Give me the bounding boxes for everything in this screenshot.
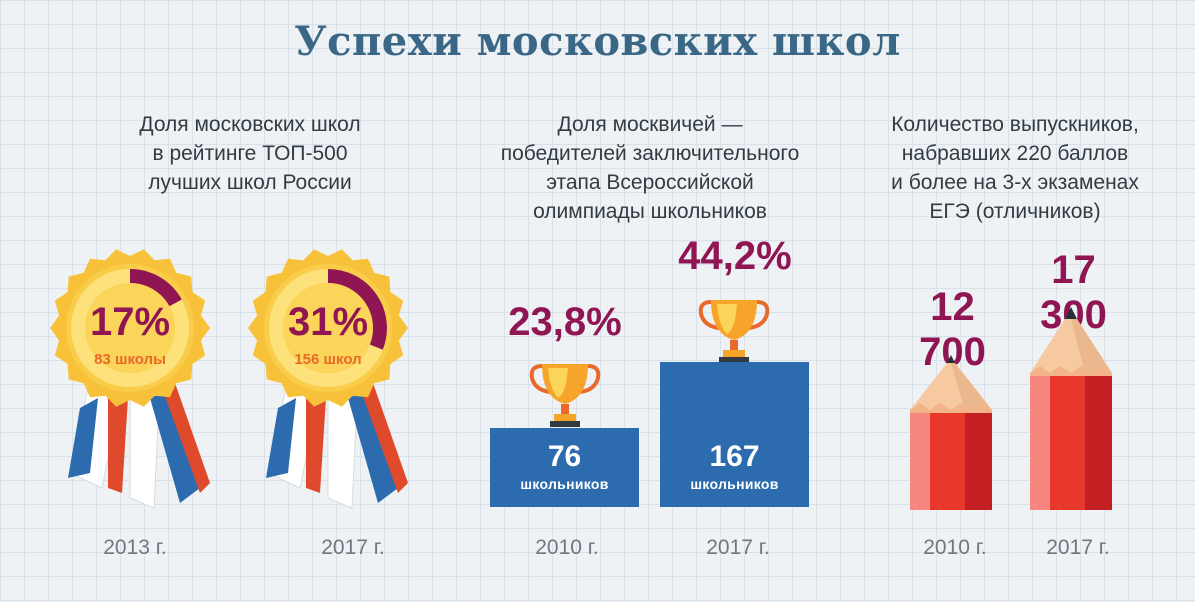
- podium-bar-2010: 76 школьников: [490, 428, 639, 507]
- year-label: 2010 г.: [923, 536, 987, 559]
- year-label: 2017 г.: [706, 536, 770, 559]
- ribbon-blue: [150, 388, 200, 503]
- medal-count: 156 школ: [294, 351, 362, 368]
- caption-line: и более на 3-х экзаменах: [891, 171, 1139, 194]
- medal-percent: 31%: [287, 300, 369, 344]
- trophy-icon: [698, 300, 770, 363]
- medal-percent: 17%: [89, 300, 171, 344]
- year-label: 2013 г.: [103, 536, 167, 559]
- caption-line: Доля московских школ: [139, 113, 361, 136]
- year-label: 2010 г.: [535, 536, 599, 559]
- section-3-caption: Количество выпускников, набравших 220 ба…: [860, 110, 1170, 226]
- section-1-caption: Доля московских школ в рейтинге ТОП-500 …: [80, 110, 420, 197]
- pencil-bar-2017: [1030, 307, 1112, 510]
- caption-line: лучших школ России: [148, 171, 352, 194]
- value-label-2010-olympiad: 23,8%: [508, 300, 622, 344]
- medal-center: [283, 283, 373, 373]
- caption-line: Доля москвичей —: [557, 113, 743, 136]
- ribbon-blue: [348, 388, 398, 503]
- medal-count: 83 школы: [94, 351, 166, 368]
- progress-arc: [327, 269, 387, 350]
- caption-line: набравших 220 баллов: [901, 142, 1129, 165]
- ribbon-red: [108, 398, 128, 493]
- medal-center: [85, 283, 175, 373]
- ribbon-red: [360, 383, 408, 493]
- podium-count-label: школьников: [690, 476, 779, 492]
- year-label: 2017 г.: [321, 536, 385, 559]
- podium-count-label: школьников: [520, 476, 609, 492]
- medal-graphic: [50, 249, 210, 509]
- ribbon-red: [306, 398, 326, 493]
- podium-bar-2017: 167 школьников: [660, 362, 809, 507]
- caption-line: ЕГЭ (отличников): [929, 200, 1101, 223]
- progress-arc: [129, 268, 182, 307]
- section-2-caption: Доля москвичей — победителей заключитель…: [470, 110, 830, 226]
- caption-line: победителей заключительного: [500, 142, 800, 165]
- year-label: 2017 г.: [1046, 536, 1110, 559]
- ribbon-blue: [68, 398, 98, 478]
- medal-graphic: [248, 249, 408, 509]
- ribbon-blue: [266, 398, 296, 478]
- caption-line: этапа Всероссийской: [546, 171, 754, 194]
- page-title: Успехи московских школ: [294, 18, 901, 65]
- caption-line: олимпиады школьников: [533, 200, 767, 223]
- value-label-2017-olympiad: 44,2%: [678, 234, 792, 278]
- caption-line: Количество выпускников,: [891, 113, 1139, 136]
- podium-count: 76: [547, 440, 582, 473]
- podium-count: 167: [709, 440, 760, 473]
- medal-2013: 17% 83 школы: [50, 248, 210, 523]
- ribbon-red: [162, 383, 210, 493]
- caption-line: в рейтинге ТОП-500: [152, 142, 348, 165]
- medal-2017: 31% 156 школ: [248, 248, 408, 523]
- pencil-bar-2010: [910, 355, 992, 510]
- trophy-icon: [529, 364, 601, 427]
